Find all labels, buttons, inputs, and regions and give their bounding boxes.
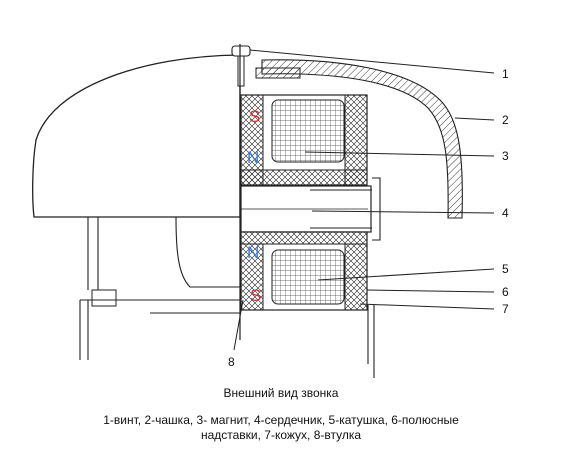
upper-core-plate: [240, 169, 368, 186]
parts-legend: 1-винт, 2-чашка, 3- магнит, 4-сердечник,…: [40, 413, 522, 443]
lower-core-plate: [240, 231, 368, 245]
callout-8: 8: [228, 355, 235, 369]
upper-coil: [271, 99, 345, 163]
pole-label-bottom-outer: S: [250, 286, 261, 305]
base-plate: [79, 299, 240, 360]
legend-line-2: надставки, 7-кожух, 8-втулка: [200, 428, 362, 442]
core-rod: [310, 177, 381, 241]
callout-3: 3: [502, 149, 509, 163]
screw-shank: [237, 55, 245, 87]
cup-shell: [261, 59, 463, 219]
screw-head: [231, 45, 251, 57]
bell-cross-section-diagram: S N N S 1 2 3 4 5 6 7 8: [32, 44, 509, 378]
pole-label-top-outer: S: [249, 107, 260, 126]
figure-caption: Внешний вид звонка: [223, 386, 339, 400]
callout-7: 7: [502, 302, 509, 316]
leader-lines: [233, 49, 495, 351]
exterior-base: [87, 216, 240, 290]
base-clip: [91, 289, 117, 307]
terminal-leads: [367, 305, 375, 378]
callout-1: 1: [502, 67, 509, 81]
pole-label-bottom-inner: N: [247, 243, 259, 262]
lower-coil: [271, 249, 345, 305]
callout-6: 6: [502, 285, 509, 299]
callout-5: 5: [502, 262, 509, 276]
bell-dome-exterior: [32, 54, 241, 218]
legend-line-1: 1-винт, 2-чашка, 3- магнит, 4-сердечник,…: [103, 413, 459, 427]
screw-nut: [255, 67, 301, 79]
lower-outer-magnet: [240, 243, 264, 311]
callout-2: 2: [502, 113, 509, 127]
pole-label-top-inner: N: [247, 148, 259, 167]
callout-4: 4: [502, 206, 509, 220]
